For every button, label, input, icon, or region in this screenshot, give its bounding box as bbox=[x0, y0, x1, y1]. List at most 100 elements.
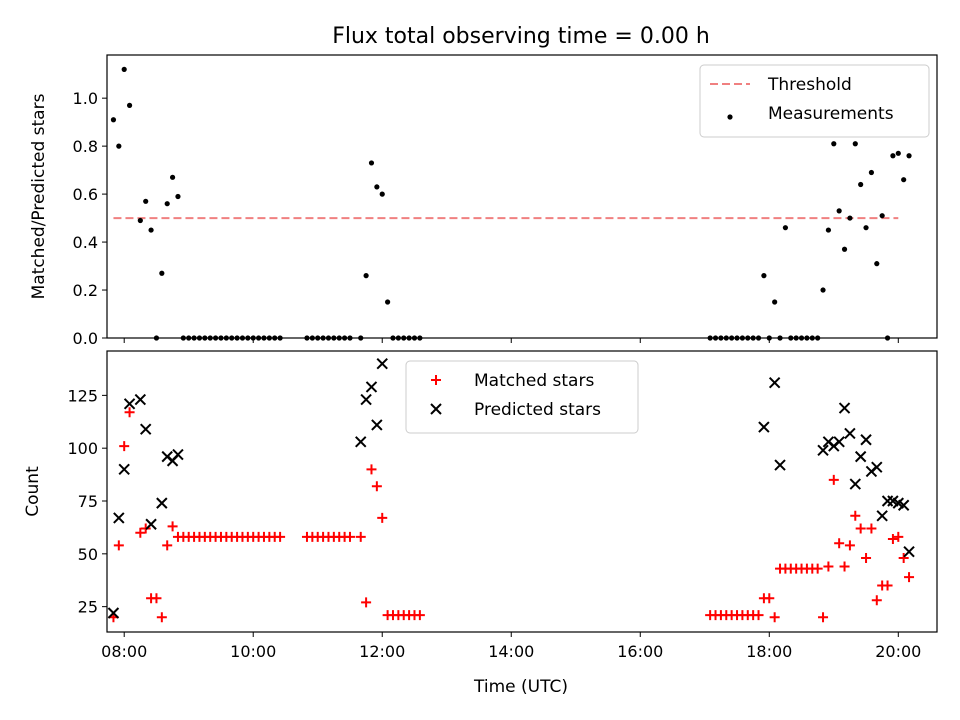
x-tick-label: 16:00 bbox=[617, 642, 663, 661]
y-tick-label: 0.8 bbox=[73, 137, 98, 156]
x-tick-label: 20:00 bbox=[875, 642, 921, 661]
data-point bbox=[906, 153, 911, 158]
y-tick-label: 1.0 bbox=[73, 89, 98, 108]
data-point bbox=[116, 144, 121, 149]
data-point bbox=[856, 452, 866, 462]
data-point bbox=[157, 612, 167, 622]
data-point bbox=[168, 521, 178, 531]
legend-label: Measurements bbox=[768, 104, 894, 124]
data-point bbox=[761, 273, 766, 278]
data-point bbox=[125, 407, 135, 417]
x-tick-label: 08:00 bbox=[101, 642, 147, 661]
data-point bbox=[893, 532, 903, 542]
y-axis-label: Count bbox=[23, 466, 43, 517]
data-point bbox=[377, 513, 387, 523]
legend-label: Threshold bbox=[767, 75, 852, 95]
series-matched-stars bbox=[108, 407, 914, 622]
data-point bbox=[901, 177, 906, 182]
data-point bbox=[866, 523, 876, 533]
data-point bbox=[377, 359, 387, 369]
data-point bbox=[165, 201, 170, 206]
y-tick-label: 100 bbox=[67, 439, 98, 458]
data-point bbox=[173, 450, 183, 460]
data-point bbox=[114, 513, 124, 523]
data-point bbox=[159, 271, 164, 276]
data-point bbox=[829, 475, 839, 485]
panel-1: 0.0 0.2 0.4 0.6 0.8 1.0 Matched/Predicted star… bbox=[29, 55, 937, 348]
data-point bbox=[135, 395, 145, 405]
data-point bbox=[877, 511, 887, 521]
data-point bbox=[890, 153, 895, 158]
data-point bbox=[361, 597, 371, 607]
data-point bbox=[820, 287, 825, 292]
data-point bbox=[385, 299, 390, 304]
data-point bbox=[122, 67, 127, 72]
data-point bbox=[837, 208, 842, 213]
y-tick-label: 0.2 bbox=[73, 281, 98, 300]
legend-marker bbox=[727, 114, 732, 119]
y-tick-label: 0.6 bbox=[73, 185, 98, 204]
data-point bbox=[114, 540, 124, 550]
data-point bbox=[356, 532, 366, 542]
data-point bbox=[883, 496, 893, 506]
data-point bbox=[772, 299, 777, 304]
data-point bbox=[361, 395, 371, 405]
data-point bbox=[818, 612, 828, 622]
data-point bbox=[119, 441, 129, 451]
y-tick-label: 0.0 bbox=[73, 329, 98, 348]
data-point bbox=[840, 562, 850, 572]
data-point bbox=[869, 170, 874, 175]
chart-canvas: Flux total observing time = 0.00 h Time … bbox=[0, 0, 960, 720]
data-point bbox=[888, 534, 898, 544]
data-point bbox=[896, 151, 901, 156]
data-point bbox=[119, 464, 129, 474]
data-point bbox=[127, 103, 132, 108]
y-tick-label: 25 bbox=[78, 598, 98, 617]
data-point bbox=[818, 445, 828, 455]
data-point bbox=[157, 498, 167, 508]
data-point bbox=[823, 562, 833, 572]
data-point bbox=[872, 462, 882, 472]
plot-layer: 0.0 0.2 0.4 0.6 0.8 1.0 Matched/Predicted star… bbox=[23, 55, 937, 661]
data-point bbox=[813, 564, 823, 574]
panel-2: 08:00 10:00 12:00 14:00 16:00 18:00 20:00 25 50 7… bbox=[23, 351, 937, 661]
data-point bbox=[141, 424, 151, 434]
data-point bbox=[874, 261, 879, 266]
data-point bbox=[770, 612, 780, 622]
data-point bbox=[834, 538, 844, 548]
chart-title: Flux total observing time = 0.00 h bbox=[332, 24, 710, 49]
data-point bbox=[143, 199, 148, 204]
data-point bbox=[759, 422, 769, 432]
y-tick-label: 75 bbox=[78, 492, 98, 511]
data-point bbox=[872, 595, 882, 605]
data-point bbox=[883, 581, 893, 591]
data-point bbox=[853, 141, 858, 146]
data-point bbox=[151, 593, 161, 603]
x-tick-label: 12:00 bbox=[359, 642, 405, 661]
legend-label: Predicted stars bbox=[474, 400, 601, 420]
data-point bbox=[111, 117, 116, 122]
data-point bbox=[861, 435, 871, 445]
data-point bbox=[138, 218, 143, 223]
data-point bbox=[826, 227, 831, 232]
data-point bbox=[372, 420, 382, 430]
data-point bbox=[850, 511, 860, 521]
data-point bbox=[783, 225, 788, 230]
data-point bbox=[366, 382, 376, 392]
data-point bbox=[764, 593, 774, 603]
legend: Matched stars Predicted stars bbox=[406, 361, 638, 433]
data-point bbox=[356, 437, 366, 447]
data-point bbox=[775, 460, 785, 470]
data-point bbox=[366, 464, 376, 474]
y-tick-label: 50 bbox=[78, 545, 98, 564]
legend: Threshold Measurements bbox=[700, 65, 929, 137]
data-point bbox=[364, 273, 369, 278]
data-point bbox=[754, 610, 764, 620]
data-point bbox=[834, 437, 844, 447]
data-point bbox=[345, 532, 355, 542]
x-tick-label: 10:00 bbox=[230, 642, 276, 661]
x-axis-label: Time (UTC) bbox=[473, 677, 568, 697]
data-point bbox=[861, 553, 871, 563]
data-point bbox=[856, 523, 866, 533]
data-point bbox=[850, 479, 860, 489]
